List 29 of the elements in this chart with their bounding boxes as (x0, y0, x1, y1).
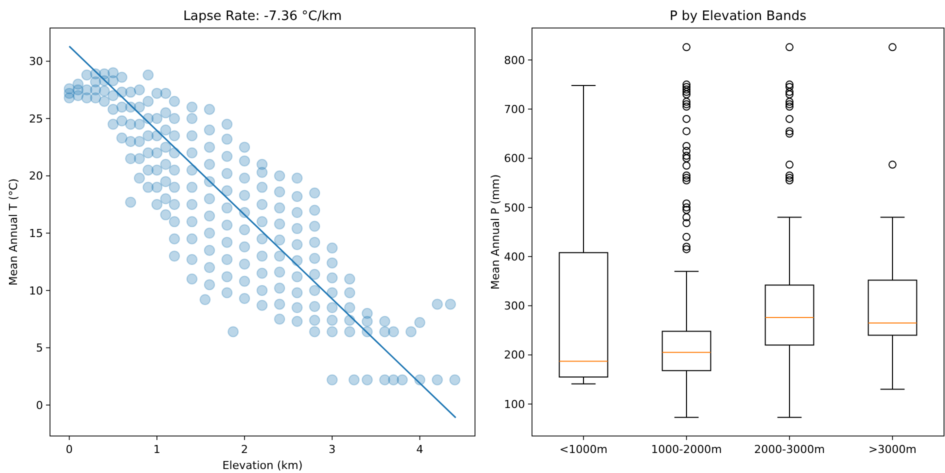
y-tick-label: 100 (504, 398, 525, 411)
x-tick-label: 3 (328, 443, 336, 456)
x-tick-label: <1000m (560, 443, 608, 456)
y-tick-label: 5 (36, 342, 43, 355)
x-tick-label: 2 (241, 443, 248, 456)
x-tick-label: 1000-2000m (651, 443, 722, 456)
y-tick-label: 200 (504, 348, 525, 362)
x-tick-label: 2000-3000m (754, 443, 825, 456)
x-tick-label: 0 (66, 443, 73, 456)
chart-title: P by Elevation Bands (670, 9, 807, 24)
y-tick-label: 500 (504, 201, 525, 214)
y-tick-label: 10 (29, 284, 43, 298)
y-tick-label: 800 (504, 54, 525, 67)
y-axis-title: Mean Annual P (mm) (489, 174, 502, 290)
y-tick-label: 25 (29, 112, 43, 126)
y-tick-label: 0 (36, 398, 43, 412)
x-tick-label: >3000m (868, 443, 916, 456)
x-tick-label: 1 (153, 443, 160, 456)
y-tick-label: 300 (504, 300, 525, 313)
y-tick-label: 600 (504, 152, 525, 166)
y-tick-label: 30 (29, 55, 43, 68)
x-tick-label: 4 (416, 443, 424, 456)
y-tick-label: 15 (29, 226, 43, 240)
y-tick-label: 400 (504, 250, 525, 264)
y-tick-label: 700 (504, 102, 525, 116)
x-axis-title: Elevation (km) (222, 459, 303, 472)
chart-title: Lapse Rate: -7.36 °C/km (183, 9, 342, 24)
y-tick-label: 20 (29, 170, 43, 183)
y-axis-title: Mean Annual T (°C) (7, 178, 20, 286)
